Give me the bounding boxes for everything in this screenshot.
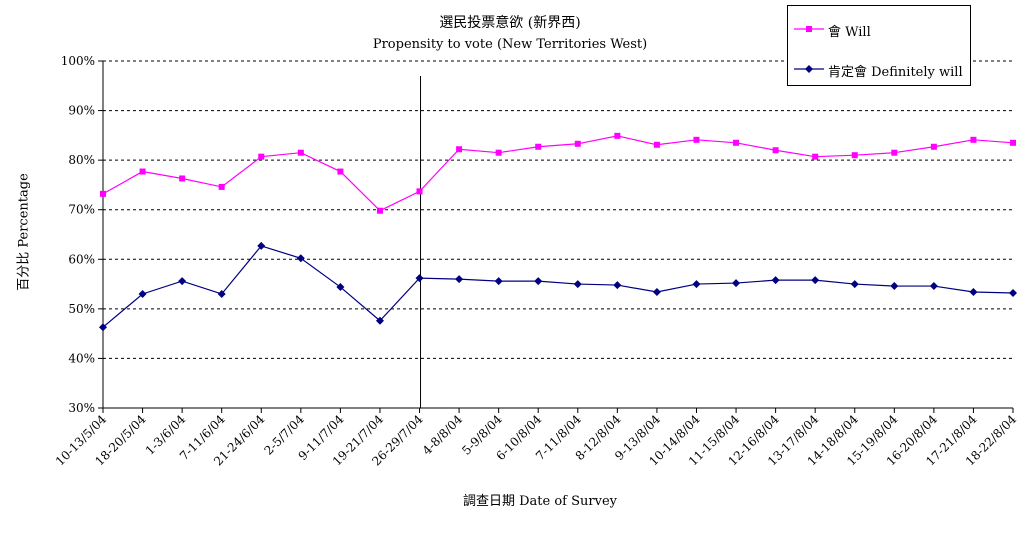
data-point-will (100, 190, 106, 197)
y-tick-label: 80% (68, 153, 95, 167)
data-point-definitely-will (415, 274, 424, 283)
series-line-0 (102, 135, 1014, 212)
data-point-will (1010, 139, 1016, 146)
data-point-definitely-will (692, 280, 701, 289)
x-axis-label: 調查日期 Date of Survey (462, 494, 617, 509)
legend-swatch-definitely-will (794, 65, 824, 73)
series-line-1 (102, 245, 1014, 328)
y-tick-label: 30% (68, 401, 95, 415)
data-point-will (218, 183, 225, 190)
data-point-will (139, 168, 146, 175)
data-point-will (297, 149, 304, 156)
data-point-will (772, 147, 779, 154)
legend: 會 Will 肯定會 Definitely will (787, 5, 971, 86)
y-tick-label: 40% (68, 351, 95, 365)
data-point-definitely-will (771, 276, 780, 285)
data-point-will (179, 175, 186, 182)
data-point-will (574, 140, 581, 147)
data-point-definitely-will (336, 283, 345, 292)
data-point-will (653, 141, 660, 148)
data-point-will (535, 143, 542, 150)
data-point-definitely-will (811, 276, 820, 285)
data-point-definitely-will (494, 277, 503, 286)
y-tick-label: 90% (68, 104, 95, 118)
data-point-will (851, 152, 858, 159)
data-point-definitely-will (296, 254, 305, 263)
legend-label-will: 會 Will (828, 25, 871, 40)
data-point-will (456, 146, 463, 153)
chart-subtitle: Propensity to vote (New Territories West… (372, 37, 648, 52)
x-tick-label: 4-8/8/04 (420, 412, 466, 458)
data-point-will (970, 136, 977, 143)
data-point-definitely-will (217, 289, 226, 298)
data-point-definitely-will (732, 279, 741, 288)
data-point-definitely-will (652, 288, 661, 297)
legend-label-definitely-will: 肯定會 Definitely will (828, 65, 963, 80)
data-point-definitely-will (455, 275, 464, 284)
legend-swatch-will (794, 26, 824, 32)
data-point-will (614, 132, 621, 139)
data-point-definitely-will (929, 282, 938, 291)
legend-item-definitely-will: 肯定會 Definitely will (788, 59, 968, 80)
y-tick-label: 50% (68, 302, 95, 316)
data-point-definitely-will (534, 277, 543, 286)
data-point-will (930, 143, 937, 150)
data-point-will (812, 153, 819, 160)
data-point-definitely-will (99, 323, 107, 332)
data-point-definitely-will (969, 288, 978, 297)
y-tick-label: 70% (68, 203, 95, 217)
data-point-will (693, 136, 700, 143)
data-point-will (337, 168, 344, 175)
data-point-will (258, 153, 265, 160)
data-point-definitely-will (138, 289, 147, 298)
data-point-will (376, 207, 383, 214)
data-point-will (733, 139, 740, 146)
y-axis-label: 百分比 Percentage (16, 173, 32, 291)
data-point-definitely-will (1009, 288, 1017, 297)
data-point-definitely-will (573, 280, 582, 289)
y-tick-label: 100% (61, 54, 95, 68)
data-point-definitely-will (850, 280, 859, 289)
data-point-will (416, 188, 423, 195)
chart-title: 選民投票意欲 (新界西) (439, 15, 581, 31)
data-point-definitely-will (257, 241, 266, 250)
data-point-will (495, 149, 502, 156)
data-point-definitely-will (375, 316, 384, 325)
y-tick-label: 60% (68, 252, 95, 266)
data-point-definitely-will (178, 277, 187, 286)
legend-item-will: 會 Will (788, 19, 968, 40)
data-point-definitely-will (613, 281, 622, 290)
data-point-definitely-will (890, 282, 899, 291)
data-point-will (891, 149, 898, 156)
